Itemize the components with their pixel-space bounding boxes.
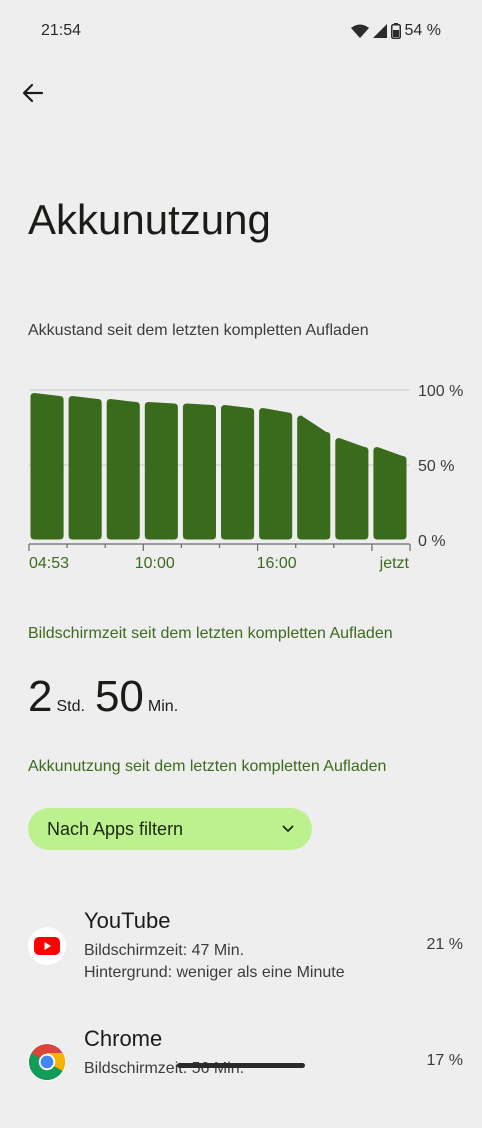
back-button[interactable]: [18, 80, 48, 110]
chart-bar: [182, 403, 216, 540]
screen-time-value: 2 Std. 50 Min.: [28, 672, 184, 722]
signal-icon: [372, 24, 387, 38]
chart-bar: [335, 438, 369, 540]
x-tick-label: 16:00: [257, 555, 297, 572]
chrome-icon: [28, 1043, 66, 1081]
app-percent: 21 %: [426, 936, 463, 953]
chart-bar: [259, 408, 293, 540]
chart-bar: [106, 399, 140, 540]
x-tick-label: jetzt: [379, 555, 410, 572]
arrow-left-icon: [22, 82, 44, 109]
y-tick-label: 50 %: [418, 458, 454, 475]
battery-icon: [390, 23, 401, 39]
screen-time-hours: 2: [28, 672, 53, 721]
app-name: Chrome: [84, 1026, 163, 1051]
status-time: 21:54: [41, 22, 82, 39]
chevron-down-icon: [282, 820, 294, 838]
status-icons: 54 %: [350, 22, 441, 40]
status-bar: 21:54 54 %: [0, 0, 482, 64]
app-row-youtube[interactable]: YouTube Bildschirmzeit: 47 Min. Hintergr…: [0, 900, 482, 1010]
app-screen-time: Bildschirmzeit: 47 Min.: [84, 942, 245, 959]
chart-caption: Akkustand seit dem letzten kompletten Au…: [28, 322, 369, 339]
chart-bar: [221, 405, 255, 540]
chart-bar: [297, 415, 331, 540]
chart-x-axis: [28, 543, 411, 551]
app-percent: 17 %: [426, 1052, 463, 1069]
chart-bar: [68, 396, 102, 540]
battery-chart: 100 % 50 % 0 % 04:53 10:00 16:00 jetzt: [28, 383, 463, 572]
chart-bar: [30, 393, 64, 540]
chart-x-labels: 04:53 10:00 16:00 jetzt: [29, 555, 410, 572]
gesture-navigation-bar[interactable]: [177, 1063, 305, 1068]
x-tick-label: 10:00: [135, 555, 175, 572]
wifi-icon: [350, 24, 369, 38]
y-tick-label: 0 %: [418, 533, 446, 550]
screen-time-minutes: 50: [94, 672, 144, 721]
y-tick-label: 100 %: [418, 383, 463, 400]
battery-percent: 54 %: [404, 22, 441, 39]
app-name: YouTube: [84, 908, 171, 933]
youtube-icon: [28, 927, 66, 965]
screen-time-hours-unit: Std.: [56, 698, 85, 715]
chart-bar: [373, 447, 407, 540]
app-row-chrome[interactable]: Chrome Bildschirmzeit: 56 Min. 17 %: [0, 1018, 482, 1128]
app-background-time: Hintergrund: weniger als eine Minute: [84, 964, 345, 981]
usage-heading: Akkunutzung seit dem letzten kompletten …: [28, 758, 387, 775]
chart-bars: [30, 393, 407, 540]
chart-bar: [144, 402, 178, 540]
screen-time-heading: Bildschirmzeit seit dem letzten komplett…: [28, 625, 393, 642]
filter-dropdown[interactable]: Nach Apps filtern: [28, 808, 312, 850]
x-tick-label: 04:53: [29, 555, 69, 572]
page-title: Akkunutzung: [28, 196, 271, 243]
screen-time-minutes-unit: Min.: [147, 698, 179, 715]
filter-label: Nach Apps filtern: [47, 818, 184, 839]
chart-y-labels: 100 % 50 % 0 %: [418, 383, 463, 550]
